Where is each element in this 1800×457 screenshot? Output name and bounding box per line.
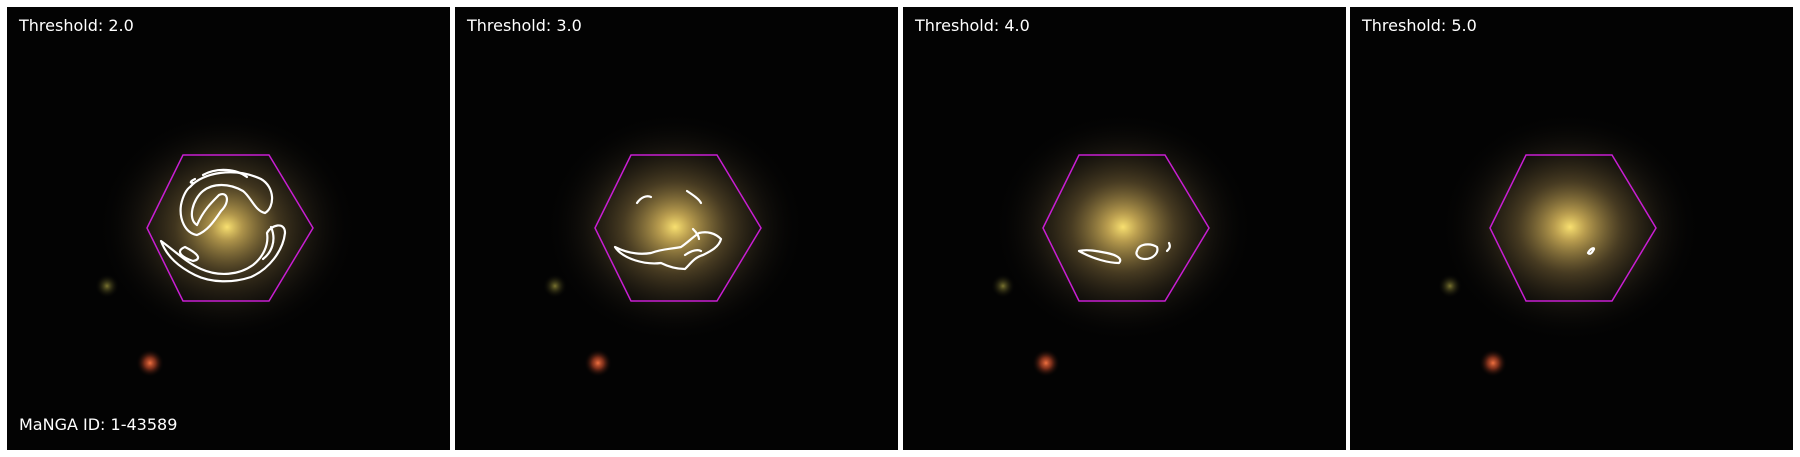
galaxy-image	[7, 7, 450, 450]
contours-threshold-5	[1586, 247, 1596, 255]
threshold-label: Threshold: 2.0	[19, 16, 134, 35]
galaxy-glow	[545, 112, 805, 342]
galaxy-glow	[97, 112, 357, 342]
galaxy-glow	[1440, 112, 1700, 342]
galaxy-image	[1350, 7, 1793, 450]
contours-threshold-2	[159, 168, 287, 283]
red-star	[1479, 349, 1507, 377]
ifu-hexagon	[1042, 154, 1210, 302]
panel-threshold-2: Threshold: 2.0 MaNGA ID: 1-43589	[7, 7, 450, 450]
panel-threshold-5: Threshold: 5.0	[1350, 7, 1793, 450]
olive-star	[543, 274, 567, 298]
red-star	[1032, 349, 1060, 377]
panel-threshold-4: Threshold: 4.0	[903, 7, 1346, 450]
ifu-hexagon	[146, 154, 314, 302]
red-star	[136, 349, 164, 377]
olive-star	[1438, 274, 1462, 298]
image-strip: Threshold: 2.0 MaNGA ID: 1-43589	[7, 7, 1793, 450]
galaxy-glow	[993, 112, 1253, 342]
galaxy-id-label: MaNGA ID: 1-43589	[19, 415, 178, 434]
olive-star	[95, 274, 119, 298]
ifu-hexagon	[594, 154, 762, 302]
ifu-hexagon	[1489, 154, 1657, 302]
red-star	[584, 349, 612, 377]
olive-star	[991, 274, 1015, 298]
galaxy-image	[903, 7, 1346, 450]
panel-threshold-3: Threshold: 3.0	[455, 7, 898, 450]
threshold-label: Threshold: 4.0	[915, 16, 1030, 35]
contours-threshold-4	[1077, 241, 1171, 265]
contours-threshold-3	[613, 189, 723, 271]
galaxy-image	[455, 7, 898, 450]
threshold-label: Threshold: 5.0	[1362, 16, 1477, 35]
threshold-label: Threshold: 3.0	[467, 16, 582, 35]
